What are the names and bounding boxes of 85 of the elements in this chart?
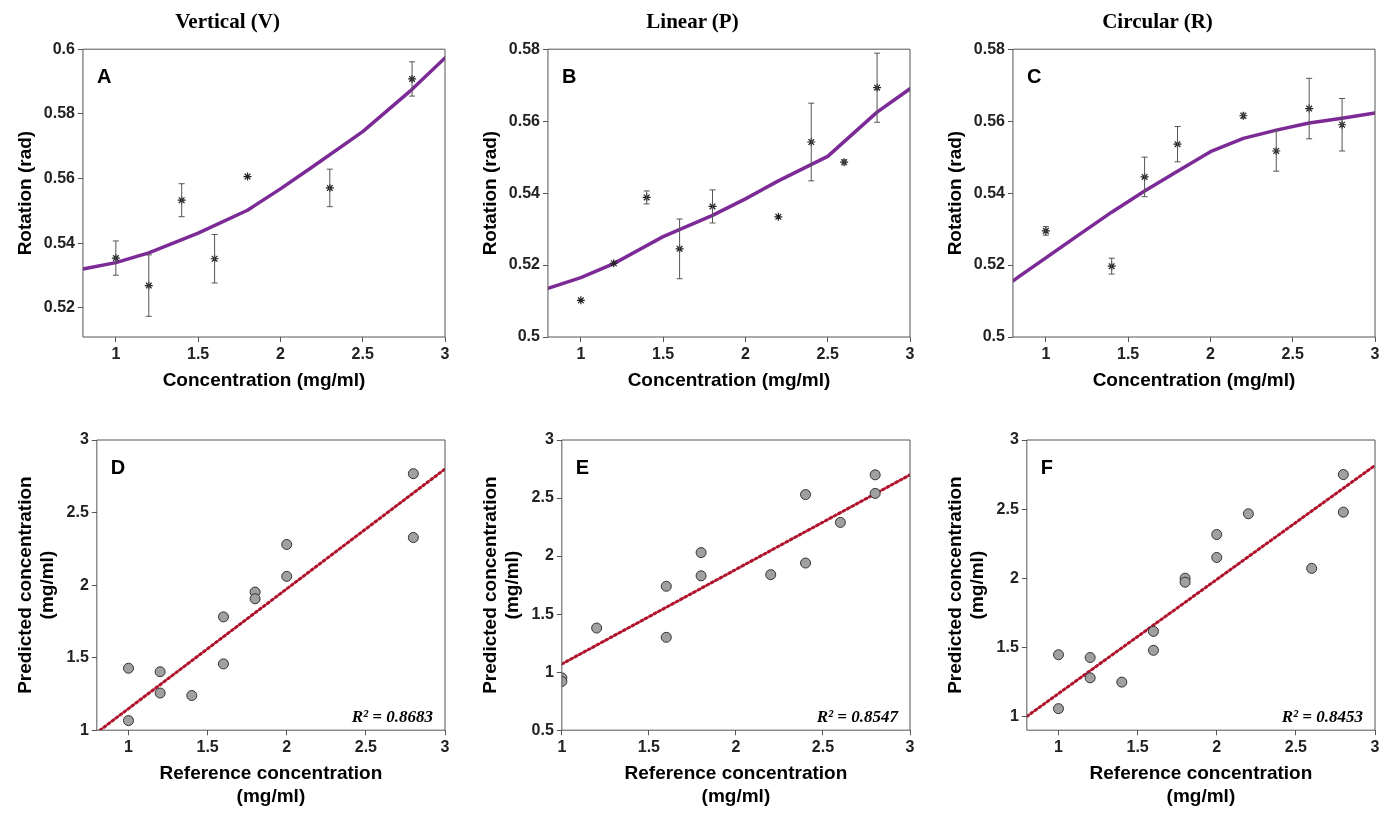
- y-tick-label: 0.5: [517, 327, 541, 345]
- x-tick-label: 2: [731, 738, 741, 756]
- y-tick-label: 1: [544, 662, 554, 680]
- y-tick-label: 0.58: [508, 39, 541, 57]
- x-axis-title: Concentration (mg/ml): [1092, 368, 1296, 390]
- y-tick-label: 2.5: [996, 499, 1019, 517]
- x-tick-label: 1: [124, 738, 134, 756]
- y-axis-title: Predicted concentration (mg/ml): [13, 476, 58, 694]
- y-tick-label: 2: [1009, 568, 1019, 586]
- y-tick-label: 0.54: [508, 183, 541, 201]
- annotation: A: [96, 64, 112, 87]
- x-tick-label: 1.5: [1117, 345, 1140, 363]
- y-axis-title: Rotation (rad): [943, 130, 965, 256]
- y-axis-title: Rotation (rad): [13, 130, 35, 256]
- y-tick-label: 1: [1009, 706, 1019, 724]
- y-tick-label: 1.5: [531, 604, 554, 622]
- y-tick-label: 1.5: [66, 648, 89, 666]
- x-tick-label: 2: [282, 738, 292, 756]
- x-tick-label: 2: [1205, 345, 1215, 363]
- y-tick-label: 0.5: [531, 720, 554, 738]
- annotation: R² = 0.8453: [1280, 707, 1364, 727]
- y-tick-label: 0.56: [508, 111, 541, 129]
- x-axis-title: Concentration (mg/ml): [627, 368, 831, 390]
- x-tick-label: 1.5: [1126, 738, 1149, 756]
- y-tick-label: 2: [79, 575, 89, 593]
- chart-title: Linear (P): [646, 9, 739, 34]
- y-tick-label: 1: [79, 720, 89, 738]
- x-axis-title: Reference concentration (mg/ml): [1089, 762, 1313, 806]
- chart-title: Circular (R): [1102, 9, 1213, 34]
- x-tick-label: 2: [275, 345, 285, 363]
- x-tick-label: 3: [1370, 738, 1380, 756]
- x-axis-title: Reference concentration (mg/ml): [624, 762, 848, 806]
- x-tick-label: 3: [440, 345, 450, 363]
- x-tick-label: 1.5: [637, 738, 661, 756]
- x-tick-label: 3: [905, 738, 915, 756]
- y-tick-label: 0.54: [973, 183, 1006, 201]
- x-tick-label: 1.5: [187, 345, 210, 363]
- chart-title: Vertical (V): [175, 9, 280, 34]
- x-tick-label: 1: [557, 738, 567, 756]
- y-tick-label: 0.52: [973, 255, 1006, 273]
- x-axis-title: Concentration (mg/ml): [162, 368, 366, 390]
- x-tick-label: 1: [576, 345, 586, 363]
- x-tick-label: 1: [1041, 345, 1051, 363]
- x-tick-label: 1.5: [652, 345, 675, 363]
- y-tick-label: 0.58: [973, 39, 1006, 57]
- x-tick-label: 2.5: [1284, 738, 1308, 756]
- y-tick-label: 3: [1009, 430, 1019, 448]
- y-tick-label: 0.52: [508, 255, 541, 273]
- x-tick-label: 1: [111, 345, 121, 363]
- annotation: R² = 0.8683: [350, 707, 434, 727]
- y-tick-label: 2.5: [66, 502, 89, 520]
- y-axis-title: Rotation (rad): [478, 130, 500, 256]
- x-tick-label: 2: [1212, 738, 1222, 756]
- y-tick-label: 0.6: [52, 39, 76, 57]
- y-tick-label: 0.52: [43, 298, 76, 316]
- annotation: E: [575, 455, 590, 478]
- y-tick-label: 2.5: [531, 488, 554, 506]
- x-tick-label: 2: [740, 345, 750, 363]
- annotation: B: [561, 64, 577, 87]
- x-tick-label: 3: [1370, 345, 1380, 363]
- y-tick-label: 3: [79, 430, 89, 448]
- x-tick-label: 1: [1054, 738, 1064, 756]
- y-axis-title: Predicted concentration (mg/ml): [943, 476, 988, 694]
- annotation: F: [1040, 455, 1054, 478]
- x-tick-label: 3: [905, 345, 915, 363]
- y-tick-label: 0.5: [982, 327, 1006, 345]
- annotation: R² = 0.8547: [815, 707, 900, 727]
- annotation: C: [1026, 64, 1042, 87]
- y-tick-label: 2: [544, 546, 554, 564]
- y-tick-label: 0.54: [43, 233, 76, 251]
- annotation: D: [110, 455, 126, 478]
- y-tick-label: 3: [544, 430, 554, 448]
- x-tick-label: 2.5: [816, 345, 839, 363]
- x-tick-label: 2.5: [354, 738, 378, 756]
- y-axis-title: Predicted concentration (mg/ml): [478, 476, 523, 694]
- x-tick-label: 2.5: [351, 345, 374, 363]
- x-tick-label: 1.5: [196, 738, 219, 756]
- x-tick-label: 2.5: [1281, 345, 1304, 363]
- y-tick-label: 1.5: [996, 637, 1019, 655]
- x-tick-label: 3: [440, 738, 450, 756]
- y-tick-label: 0.56: [43, 168, 76, 186]
- y-tick-label: 0.58: [43, 104, 76, 122]
- x-tick-label: 2.5: [811, 738, 835, 756]
- x-axis-title: Reference concentration (mg/ml): [159, 762, 383, 806]
- y-tick-label: 0.56: [973, 111, 1006, 129]
